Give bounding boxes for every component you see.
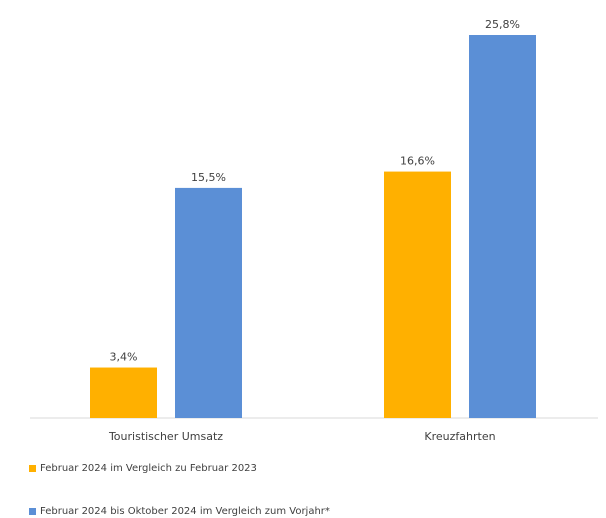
legend-item-series-1: Februar 2024 im Vergleich zu Februar 202… — [29, 463, 257, 474]
legend-item-series-2: Februar 2024 bis Oktober 2024 im Verglei… — [29, 506, 330, 517]
x-tick-label: Touristischer Umsatz — [108, 430, 223, 443]
legend-label: Februar 2024 im Vergleich zu Februar 202… — [40, 463, 257, 474]
bar-2-2 — [469, 35, 536, 418]
bar-1-1 — [90, 367, 157, 418]
legend-swatch — [29, 508, 36, 515]
x-tick-label: Kreuzfahrten — [424, 430, 495, 443]
data-label: 15,5% — [191, 171, 226, 184]
data-label: 16,6% — [400, 155, 435, 168]
bar-1-2 — [384, 171, 451, 418]
bar-2-1 — [175, 187, 242, 418]
legend-swatch — [29, 465, 36, 472]
data-label: 25,8% — [485, 18, 520, 31]
data-label: 3,4% — [110, 351, 138, 364]
legend-label: Februar 2024 bis Oktober 2024 im Verglei… — [40, 506, 330, 517]
